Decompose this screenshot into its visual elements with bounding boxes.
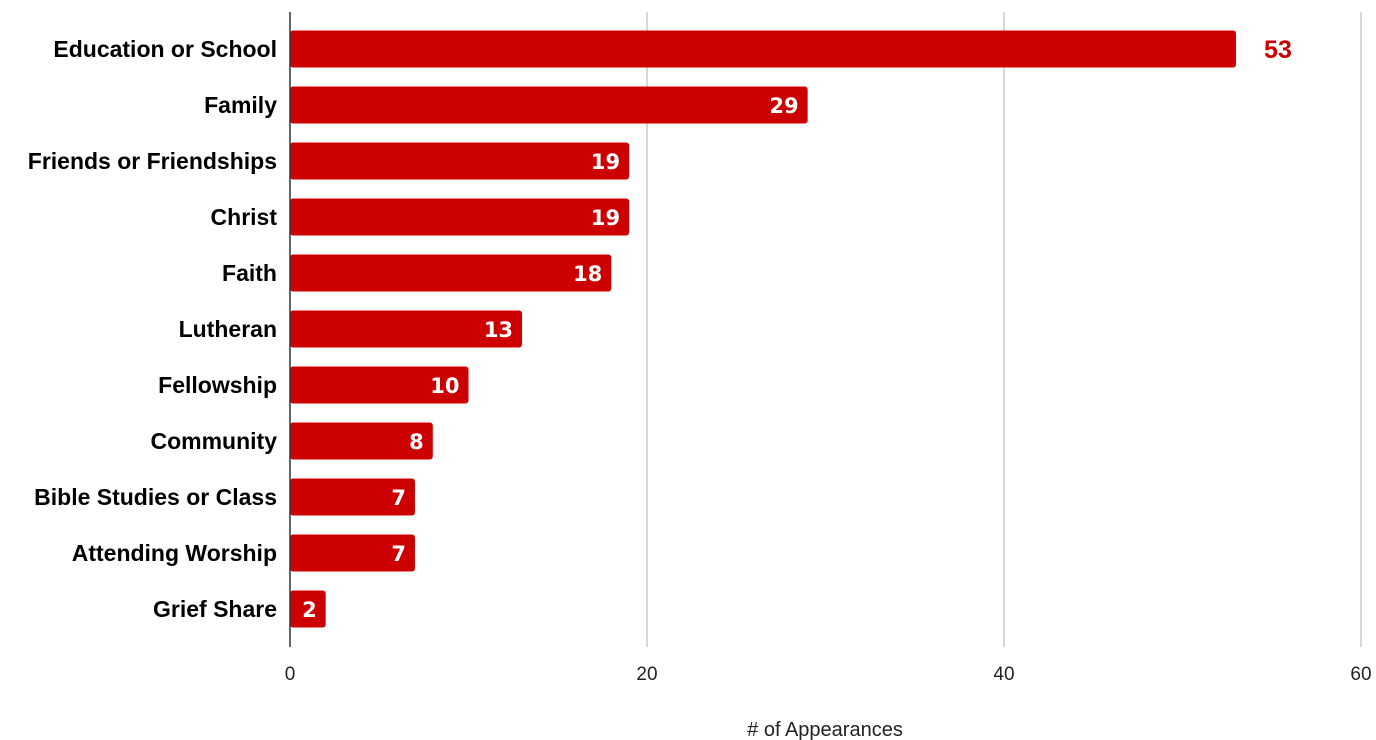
category-label: Fellowship (158, 372, 277, 398)
x-tick-label: 0 (285, 664, 296, 685)
category-label: Education or School (53, 36, 277, 62)
category-labels: Education or School Family Friends or Frie… (28, 36, 278, 622)
category-label: Family (204, 92, 277, 118)
data-label: 10 (430, 374, 459, 398)
data-label: 2 (302, 598, 317, 622)
data-label: 53 (1264, 36, 1292, 64)
bar (290, 590, 326, 628)
data-label: 19 (591, 150, 620, 174)
x-tick-label: 40 (993, 664, 1014, 685)
category-label: Friends or Friendships (28, 148, 277, 174)
category-label: Grief Share (153, 596, 277, 622)
x-tick-labels: 0 20 40 60 (285, 664, 1372, 685)
x-tick-label: 60 (1350, 664, 1371, 685)
bar (290, 534, 415, 572)
category-label: Community (151, 428, 278, 454)
category-label: Christ (211, 204, 278, 230)
bar (290, 30, 1237, 68)
data-label: 19 (591, 206, 620, 230)
bar (290, 142, 630, 180)
bar (290, 86, 808, 124)
bar (290, 366, 469, 404)
bars (290, 30, 1237, 628)
data-label: 7 (391, 542, 406, 566)
data-label: 7 (391, 486, 406, 510)
bar (290, 478, 415, 516)
data-label: 13 (484, 318, 513, 342)
category-label: Lutheran (179, 316, 277, 342)
data-label: 29 (769, 94, 798, 118)
data-label: 8 (409, 430, 424, 454)
x-axis-title: # of Appearances (747, 719, 903, 740)
bar (290, 198, 630, 236)
x-tick-label: 20 (636, 664, 657, 685)
bar (290, 310, 523, 348)
bar (290, 422, 433, 460)
category-label: Bible Studies or Class (34, 484, 277, 510)
value-labels: 53 29 19 19 18 13 10 8 7 7 2 (302, 36, 1292, 622)
bar (290, 254, 612, 292)
category-label: Faith (222, 260, 277, 286)
data-label: 18 (573, 262, 602, 286)
category-label: Attending Worship (72, 540, 277, 566)
